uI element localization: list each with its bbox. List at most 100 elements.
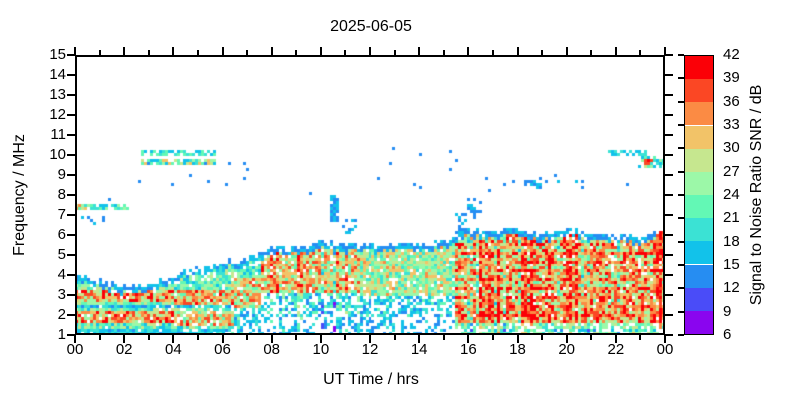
- x-minor-tick: [246, 50, 249, 55]
- y-major-tick: [665, 114, 673, 116]
- x-major-tick: [319, 335, 322, 343]
- x-minor-tick: [393, 335, 396, 340]
- colorbar-tick-label: 27: [723, 162, 740, 180]
- x-major-tick: [221, 47, 224, 55]
- x-major-tick: [664, 47, 666, 55]
- y-major-tick: [67, 194, 75, 196]
- colorbar-tick-label: 18: [723, 232, 740, 250]
- colorbar-tick: [678, 170, 684, 173]
- colorbar-axis-label: Signal to Noise Ratio SNR / dB: [748, 84, 765, 306]
- y-major-tick: [665, 254, 673, 256]
- x-tick-label: 06: [214, 341, 231, 358]
- y-major-tick: [665, 74, 673, 76]
- x-tick-label: 14: [410, 341, 428, 358]
- x-major-tick: [565, 47, 568, 55]
- colorbar-tick: [678, 217, 684, 220]
- y-axis-label: Frequency / MHz: [11, 134, 28, 256]
- colorbar-tick: [678, 240, 684, 243]
- x-minor-tick: [541, 335, 544, 340]
- x-tick-label: 00: [66, 341, 84, 358]
- x-minor-tick: [639, 335, 642, 340]
- colorbar-tick-label: 39: [723, 69, 740, 87]
- colorbar-band: [685, 195, 713, 219]
- x-minor-tick: [147, 50, 150, 55]
- y-tick-label: 14: [49, 66, 66, 83]
- x-tick-label: 22: [607, 341, 625, 358]
- y-tick-label: 4: [57, 266, 66, 283]
- colorbar-tick: [678, 334, 684, 336]
- x-minor-tick: [295, 335, 298, 340]
- colorbar-tick: [678, 100, 684, 103]
- y-major-tick: [665, 194, 673, 196]
- x-major-tick: [467, 335, 470, 343]
- x-major-tick: [221, 335, 224, 343]
- y-tick-label: 15: [49, 46, 66, 63]
- y-major-tick: [67, 154, 75, 156]
- x-tick-label: 20: [558, 341, 575, 358]
- x-axis-label: UT Time / hrs: [323, 371, 419, 388]
- x-major-tick: [418, 47, 421, 55]
- x-minor-tick: [393, 50, 396, 55]
- colorbar-band: [685, 264, 713, 288]
- plot-area: [75, 55, 665, 335]
- x-major-tick: [74, 47, 76, 55]
- x-major-tick: [664, 335, 666, 343]
- y-major-tick: [67, 234, 75, 236]
- x-major-tick: [172, 47, 175, 55]
- y-tick-label: 6: [57, 226, 66, 243]
- x-tick-label: 10: [312, 341, 330, 358]
- x-minor-tick: [344, 50, 347, 55]
- x-major-tick: [74, 335, 76, 343]
- x-minor-tick: [442, 50, 445, 55]
- y-major-tick: [67, 134, 75, 136]
- y-major-tick: [665, 334, 673, 336]
- x-major-tick: [123, 47, 126, 55]
- colorbar-tick-label: 12: [723, 279, 740, 297]
- y-major-tick: [67, 314, 75, 316]
- x-tick-label: 02: [115, 341, 133, 358]
- x-major-tick: [418, 335, 421, 343]
- y-major-tick: [67, 254, 75, 256]
- y-tick-label: 12: [49, 106, 66, 123]
- x-tick-label: 00: [656, 341, 674, 358]
- y-tick-label: 5: [57, 246, 66, 263]
- x-major-tick: [516, 47, 519, 55]
- y-major-tick: [665, 134, 673, 136]
- y-major-tick: [67, 174, 75, 176]
- colorbar: [684, 55, 714, 335]
- x-minor-tick: [98, 335, 101, 340]
- y-major-tick: [67, 94, 75, 96]
- x-tick-label: 12: [361, 341, 379, 358]
- x-minor-tick: [442, 335, 445, 340]
- colorbar-tick: [678, 147, 684, 150]
- x-minor-tick: [491, 50, 494, 55]
- colorbar-band: [685, 218, 713, 242]
- x-minor-tick: [196, 335, 199, 340]
- y-tick-label: 13: [49, 86, 66, 103]
- y-tick-label: 2: [57, 306, 66, 323]
- colorbar-band: [685, 287, 713, 311]
- spectrogram-canvas: [75, 55, 665, 335]
- y-major-tick: [665, 174, 673, 176]
- y-major-tick: [665, 314, 673, 316]
- y-major-tick: [67, 54, 75, 56]
- y-tick-label: 9: [57, 166, 66, 183]
- x-tick-label: 04: [164, 341, 182, 358]
- y-major-tick: [665, 274, 673, 276]
- y-tick-label: 11: [50, 126, 66, 143]
- colorbar-band: [685, 79, 713, 103]
- colorbar-tick: [678, 264, 684, 266]
- y-major-tick: [67, 214, 75, 216]
- colorbar-tick-label: 24: [723, 186, 740, 203]
- colorbar-tick: [678, 54, 684, 56]
- y-major-tick: [665, 94, 673, 96]
- colorbar-tick-label: 33: [723, 116, 740, 133]
- x-major-tick: [172, 335, 175, 343]
- colorbar-tick: [678, 124, 684, 126]
- colorbar-band: [685, 56, 713, 80]
- colorbar-band: [685, 241, 713, 265]
- y-major-tick: [67, 74, 75, 76]
- colorbar-tick-label: 15: [723, 256, 740, 273]
- x-tick-label: 16: [459, 341, 477, 358]
